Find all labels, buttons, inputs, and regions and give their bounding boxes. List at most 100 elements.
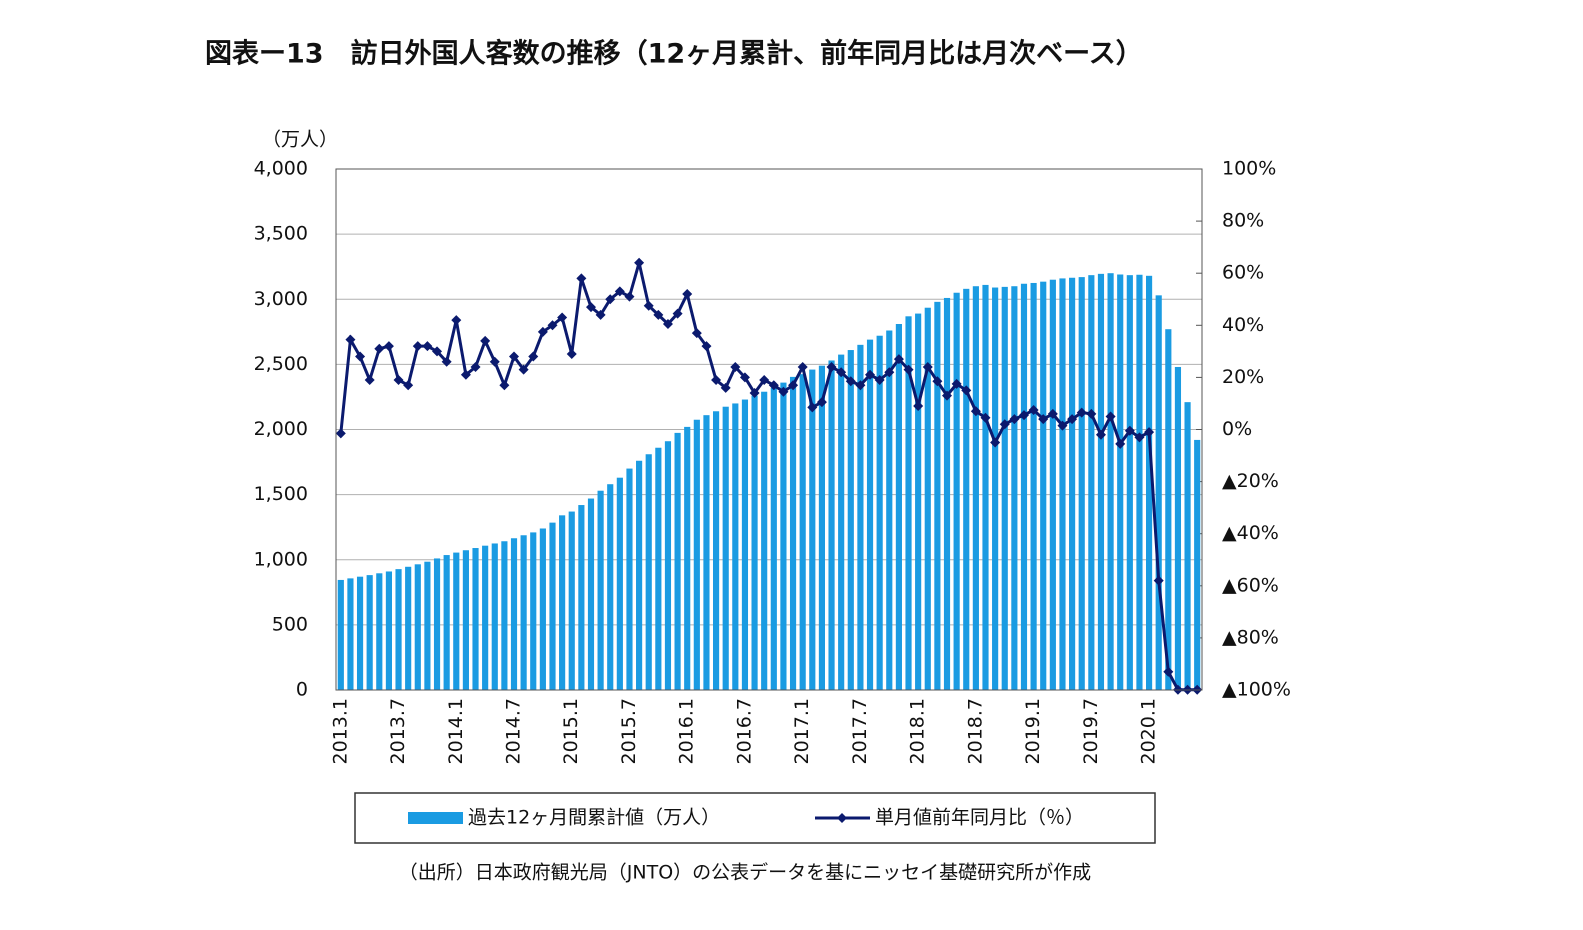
bar [510,538,518,690]
x-tick-label: 2019.7 [1080,698,1102,764]
bar [943,297,951,690]
y2-tick-label: ▲40% [1222,522,1279,544]
line-marker [932,376,943,387]
line-marker [1124,425,1135,436]
bar [674,432,681,690]
line-marker [557,312,568,323]
line-marker [970,406,981,417]
y2-tick-label: ▲20% [1222,470,1279,492]
bar [616,477,623,690]
line-marker [509,351,520,362]
source-note: （出所）日本政府観光局（JNTO）の公表データを基にニッセイ基礎研究所が作成 [399,862,1091,884]
line-marker [999,419,1010,430]
line-marker [942,390,953,401]
bar [1088,275,1095,690]
bar [655,447,662,690]
chart-title: 図表ー13 訪日外国人客数の推移（12ヶ月累計、前年同月比は月次ベース） [205,38,1143,70]
line-marker [990,437,1001,448]
line-marker [537,326,548,337]
bar [405,566,412,690]
x-tick-label: 2014.1 [445,698,467,764]
y2-tick-label: 60% [1222,262,1264,284]
line-marker [653,309,664,320]
y-tick-label: 2,000 [254,418,308,440]
y2-tick-label: 0% [1222,418,1252,440]
line-marker [836,367,847,378]
y-tick-label: 1,500 [254,483,308,505]
bar [607,484,614,690]
line-marker [845,376,856,387]
line-marker [614,286,625,297]
bar [1011,286,1018,690]
bar [1040,281,1047,690]
y2-tick-label: 40% [1222,314,1264,336]
bar [838,354,845,690]
bar [1174,366,1182,690]
line [339,262,1198,692]
line-marker [1047,408,1058,419]
bar [886,330,893,690]
line-marker [816,397,827,408]
bar [809,369,816,690]
x-tick-label: 2017.7 [849,698,871,764]
y-axis-label: （万人） [262,129,338,151]
line-marker [1086,408,1097,419]
x-tick-label: 2013.7 [387,698,409,764]
bar [684,426,691,690]
x-tick-label: 2020.1 [1138,698,1160,764]
bar [895,323,902,690]
line-marker [730,361,741,372]
line-marker [566,348,577,359]
bar [1126,275,1133,690]
bar [751,395,758,690]
line-marker [643,300,654,311]
y2-tick-label: ▲100% [1222,679,1291,701]
x-tick-label: 2016.1 [676,698,698,764]
bar [414,564,421,690]
line-marker [422,341,433,352]
bar [645,454,652,690]
bar [520,535,527,690]
bar [722,406,729,690]
bar [395,569,402,690]
line-marker [1009,414,1020,425]
bar [876,335,883,690]
bar [1069,277,1076,690]
y2-tick-label: 100% [1222,158,1276,180]
bar [578,505,585,690]
line-marker [374,343,385,354]
y-tick-label: 3,500 [254,223,308,245]
legend-label: 過去12ヶ月間累計値（万人） [468,807,720,829]
line-marker [441,356,452,367]
line-marker [1095,429,1106,440]
bar [1030,282,1037,690]
bar [789,376,797,690]
line-marker [518,364,529,375]
bar [587,498,595,690]
line-marker [634,257,645,268]
line-marker [826,361,837,372]
line-marker [1134,432,1145,443]
bar [626,468,633,690]
line-marker [778,386,789,397]
bar [1117,274,1124,690]
bar [934,301,941,690]
bar [1194,439,1201,690]
line-marker [691,328,702,339]
bar [857,344,864,690]
bar [703,415,710,690]
line-marker [865,369,876,380]
line-marker [403,380,414,391]
line-marker [701,341,712,352]
bar [1165,329,1172,690]
bar [443,555,450,690]
bar [433,558,441,690]
bar [664,441,672,690]
y-tick-label: 4,000 [254,158,308,180]
bar [847,350,854,690]
line-marker [682,289,693,300]
y-tick-label: 3,000 [254,288,308,310]
y2-tick-label: 20% [1222,366,1264,388]
line-marker [1067,414,1078,425]
